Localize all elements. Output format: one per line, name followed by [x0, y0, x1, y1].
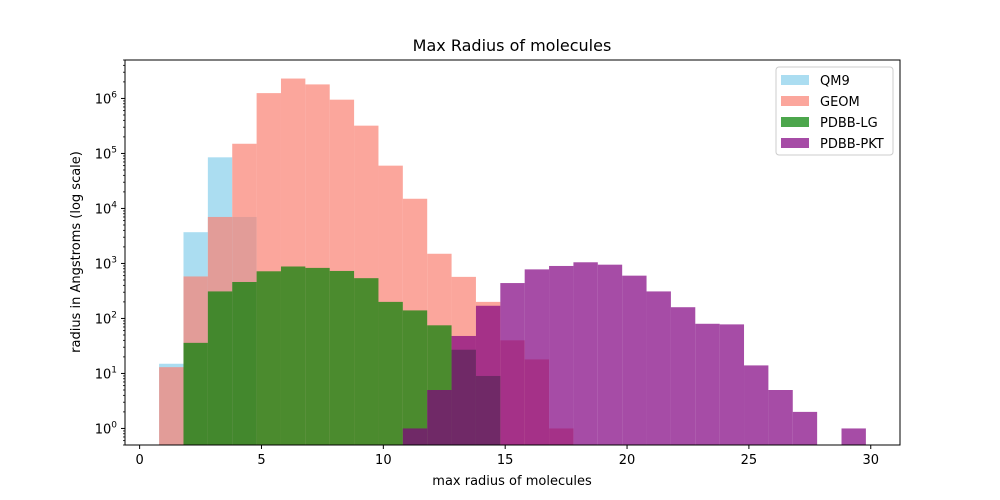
legend-item: GEOM: [781, 95, 860, 110]
bar: [402, 428, 428, 445]
bar: [670, 307, 696, 445]
chart-title: Max Radius of molecules: [413, 36, 612, 55]
bar: [841, 428, 866, 445]
legend-item: QM9: [781, 74, 850, 89]
legend-item: PDBB-LG: [781, 116, 878, 131]
bar: [183, 342, 208, 445]
legend-label: PDBB-PKT: [820, 137, 884, 152]
bar: [256, 271, 281, 445]
bar: [354, 278, 379, 445]
bar: [719, 324, 745, 445]
bar: [378, 301, 403, 445]
bar: [646, 291, 671, 445]
y-axis-label: radius in Angstroms (log scale): [69, 151, 84, 353]
bar: [792, 411, 818, 445]
bars-layer: [159, 78, 866, 446]
bar: [402, 310, 428, 445]
y-tick-label: 105: [95, 145, 117, 162]
legend-swatch: [781, 75, 809, 85]
bar: [524, 269, 550, 445]
x-tick-label: 20: [619, 453, 636, 468]
x-axis-label: max radius of molecules: [432, 474, 592, 489]
y-tick-label: 106: [95, 90, 118, 107]
bar: [573, 262, 598, 445]
y-tick-label: 100: [95, 420, 118, 437]
bar: [500, 283, 525, 445]
plot-frame: [124, 59, 901, 446]
y-tick-label: 102: [95, 310, 117, 327]
bar: [159, 367, 184, 445]
legend-label: QM9: [820, 74, 850, 89]
bar: [744, 365, 769, 445]
legend-box: [775, 66, 894, 156]
legend-swatch: [781, 117, 809, 127]
y-tick-label: 103: [95, 255, 117, 272]
bar: [695, 323, 720, 445]
bar: [427, 390, 452, 445]
series-pdbb-pkt: [402, 262, 866, 445]
legend: QM9 GEOM PDBB-LG PDBB-PKT: [775, 66, 894, 156]
bar: [232, 281, 257, 445]
bar: [207, 291, 233, 445]
bar: [451, 335, 476, 445]
legend-swatch: [781, 138, 809, 148]
x-axis: 0 5 10 15 20 25 30: [135, 445, 879, 468]
x-tick-label: 0: [135, 453, 143, 468]
y-axis: 100 101 102 103 104 105 106: [95, 59, 125, 446]
bar: [329, 270, 355, 445]
bar: [475, 305, 501, 445]
x-tick-label: 30: [862, 453, 879, 468]
legend-swatch: [781, 96, 809, 106]
bar: [280, 266, 306, 445]
bar: [597, 264, 623, 445]
bar: [768, 390, 793, 445]
legend-item: PDBB-PKT: [781, 137, 884, 152]
bar: [305, 267, 330, 445]
x-tick-label: 25: [741, 453, 758, 468]
legend-label: GEOM: [820, 95, 860, 110]
x-tick-label: 10: [375, 453, 392, 468]
x-tick-label: 5: [257, 453, 265, 468]
x-tick-label: 15: [497, 453, 514, 468]
legend-label: PDBB-LG: [820, 116, 878, 131]
y-tick-label: 104: [95, 200, 118, 217]
y-tick-label: 101: [95, 365, 117, 382]
bar: [622, 275, 647, 445]
bar: [549, 265, 574, 445]
